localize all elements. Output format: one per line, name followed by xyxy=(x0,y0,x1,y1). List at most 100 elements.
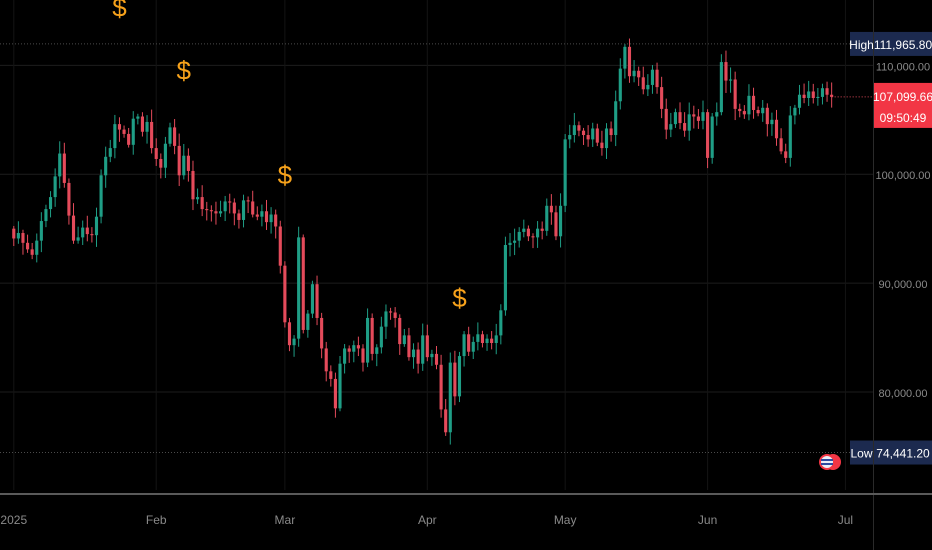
candle xyxy=(540,228,544,231)
candle xyxy=(485,338,489,343)
candle xyxy=(324,348,328,372)
candle xyxy=(191,170,195,200)
candle xyxy=(131,118,135,145)
candle xyxy=(430,353,434,358)
candle xyxy=(572,125,576,136)
candle xyxy=(241,200,246,220)
candle xyxy=(494,335,498,343)
candle xyxy=(517,231,521,241)
candle xyxy=(715,112,719,117)
candle xyxy=(99,175,103,217)
candle xyxy=(104,156,108,176)
candle xyxy=(246,200,250,202)
candle xyxy=(255,214,259,217)
candle xyxy=(30,249,34,255)
high-tag-bg xyxy=(850,31,873,56)
candle xyxy=(811,91,815,98)
candle xyxy=(499,310,503,336)
candle xyxy=(173,127,177,146)
candle xyxy=(122,129,126,134)
candle xyxy=(595,128,599,143)
candle xyxy=(370,317,374,354)
candle xyxy=(761,107,765,114)
time-axis[interactable]: 2025 Feb Mar Apr May Jun Jul xyxy=(0,513,853,527)
candle xyxy=(196,197,200,200)
candle xyxy=(306,313,310,330)
candle xyxy=(168,127,172,144)
price-axis[interactable]: 80,000.00 90,000.00 100,000.00 110,000.00 xyxy=(875,61,930,400)
candle xyxy=(333,378,337,409)
candle xyxy=(765,107,769,125)
candle xyxy=(627,46,632,77)
candle xyxy=(434,353,439,365)
candle xyxy=(756,109,760,114)
candle xyxy=(701,112,705,121)
y-tick-label: 110,000.00 xyxy=(876,61,930,73)
candle xyxy=(563,139,567,206)
candles xyxy=(12,38,834,445)
candle xyxy=(655,69,659,88)
candle xyxy=(209,210,213,212)
candle xyxy=(816,96,820,98)
candle xyxy=(825,88,829,95)
candle xyxy=(802,94,806,98)
candle xyxy=(733,79,737,109)
candle xyxy=(558,205,563,237)
candle xyxy=(669,124,673,130)
candle xyxy=(457,356,462,397)
candle xyxy=(113,124,117,149)
candle xyxy=(779,138,783,152)
candle xyxy=(751,95,756,110)
candle xyxy=(600,142,604,149)
high-value: 111,965.80 xyxy=(874,38,932,52)
candle xyxy=(81,227,85,238)
y-tick-label: 90,000.00 xyxy=(879,279,928,291)
candle xyxy=(641,77,645,90)
candle xyxy=(508,242,512,245)
candle xyxy=(186,155,190,171)
candle xyxy=(687,114,691,131)
current-price-value: 107,099.66 xyxy=(873,90,932,104)
candle xyxy=(724,62,728,81)
candle xyxy=(274,214,278,227)
low-value-bg xyxy=(874,440,932,465)
candle xyxy=(62,153,66,183)
candle xyxy=(287,322,292,346)
candle xyxy=(706,112,710,158)
candle xyxy=(586,135,590,140)
candle xyxy=(117,124,122,130)
candle xyxy=(278,226,282,266)
candle xyxy=(742,111,746,115)
candle xyxy=(35,240,39,255)
x-tick-label: Feb xyxy=(146,513,167,527)
candle xyxy=(343,348,347,364)
candle xyxy=(292,338,296,346)
candle xyxy=(678,112,682,124)
candle xyxy=(545,205,549,231)
candle xyxy=(407,335,411,358)
price-overlay: High 111,965.80 Low 74,441.20 107,099.66 09:5… xyxy=(0,31,932,470)
candle xyxy=(531,236,535,238)
candle xyxy=(692,114,696,117)
candle xyxy=(361,348,365,363)
candle xyxy=(269,214,273,223)
low-tag-bg xyxy=(850,440,873,465)
candle xyxy=(503,245,507,311)
candle xyxy=(526,228,530,237)
candle xyxy=(618,68,622,102)
candle xyxy=(76,237,80,241)
candle xyxy=(58,153,62,177)
candle xyxy=(85,227,89,235)
candle xyxy=(614,101,618,136)
candle xyxy=(830,94,834,97)
candle xyxy=(710,116,714,158)
candle xyxy=(228,201,232,203)
candle xyxy=(53,176,57,198)
candle xyxy=(163,143,167,168)
candle xyxy=(444,409,448,433)
candle xyxy=(549,205,553,213)
candle xyxy=(683,123,687,131)
candle xyxy=(251,201,255,215)
x-tick-label: 2025 xyxy=(0,513,27,527)
